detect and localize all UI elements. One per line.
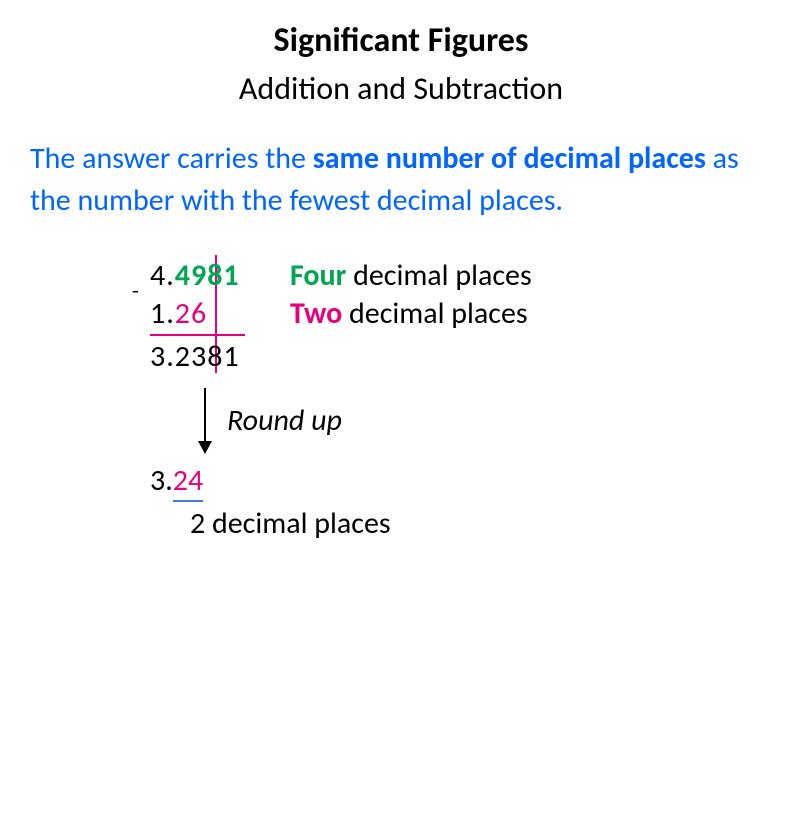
page-title: Significant Figures bbox=[30, 20, 772, 61]
operand-2: 1.26 bbox=[150, 295, 245, 333]
page-subtitle: Addition and Subtraction bbox=[30, 69, 772, 108]
note2-bold: Two bbox=[290, 295, 342, 332]
subtraction-bar bbox=[150, 334, 245, 336]
arrow-block: Round up bbox=[195, 386, 772, 456]
note1-bold: Four bbox=[290, 257, 346, 294]
rule-part1: The answer carries the bbox=[30, 140, 313, 177]
final-answer: 3.24 bbox=[150, 462, 772, 499]
minus-sign: - bbox=[132, 277, 139, 304]
note-line-1: Four decimal places bbox=[290, 257, 532, 295]
op1-dec2: 81 bbox=[207, 257, 239, 294]
op2-dec: 26 bbox=[175, 295, 207, 332]
numbers-column: - 4.4981 1.26 3.2381 bbox=[150, 257, 245, 376]
note2-rest: decimal places bbox=[342, 295, 527, 332]
final-int: 3. bbox=[150, 462, 173, 499]
notes-column: Four decimal places Two decimal places bbox=[290, 257, 532, 332]
result-right: 81 bbox=[207, 338, 239, 375]
rule-text: The answer carries the same number of de… bbox=[30, 138, 772, 222]
rule-bold: same number of decimal places bbox=[313, 140, 706, 177]
op2-int: 1. bbox=[150, 295, 175, 332]
note1-rest: decimal places bbox=[346, 257, 531, 294]
down-arrow-icon bbox=[195, 386, 215, 456]
work-area: - 4.4981 1.26 3.2381 Four decimal places… bbox=[150, 257, 772, 542]
op1-dec1: 49 bbox=[175, 257, 207, 294]
note-line-2: Two decimal places bbox=[290, 295, 532, 333]
final-note: 2 decimal places bbox=[190, 505, 772, 542]
round-up-label: Round up bbox=[227, 402, 342, 439]
raw-result: 3.2381 bbox=[150, 338, 245, 376]
final-dec: 24 bbox=[173, 462, 203, 502]
op1-int: 4. bbox=[150, 257, 175, 294]
result-left: 3.23 bbox=[150, 338, 207, 375]
operand-1: 4.4981 bbox=[150, 257, 245, 295]
